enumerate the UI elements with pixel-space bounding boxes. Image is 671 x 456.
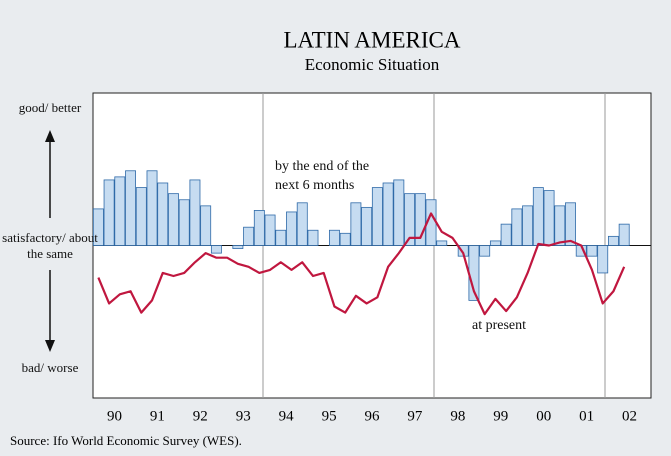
bar [500, 223, 512, 246]
bar [393, 179, 405, 246]
bar [607, 235, 619, 246]
line [97, 212, 626, 316]
source: Source: Ifo World Economic Survey (WES). [10, 433, 242, 448]
x-tick-label: 00 [536, 408, 551, 424]
bar [543, 190, 555, 246]
bar [597, 245, 609, 274]
bar [307, 229, 319, 246]
x-tick-label: 90 [107, 408, 122, 424]
bar [479, 245, 491, 257]
down-arrow [45, 270, 55, 352]
bar [125, 170, 137, 246]
bar [189, 179, 201, 246]
bar [286, 211, 297, 246]
bar [489, 240, 501, 246]
annotation: by the end of the next 6 months [275, 159, 370, 193]
bar [382, 182, 394, 246]
bar [264, 214, 276, 246]
x-tick-label: 96 [365, 408, 381, 424]
x-tick-label: 01 [579, 408, 594, 424]
y-tick-label: satisfactory/ about the same [2, 229, 98, 261]
bar [350, 202, 362, 246]
bar [361, 206, 373, 246]
bar [178, 199, 190, 246]
bar [92, 208, 104, 246]
y-tick-label: bad/ worse [21, 359, 79, 375]
bar [253, 210, 265, 246]
chart-subtitle: Economic Situation [305, 55, 440, 74]
chart-title: LATIN AMERICA [284, 27, 461, 52]
bar [275, 229, 287, 246]
x-tick-label: 91 [150, 408, 165, 424]
bar [135, 187, 147, 246]
x-tick-label: 98 [450, 408, 465, 424]
bar [522, 205, 534, 246]
x-tick-label: 99 [493, 408, 508, 424]
up-arrow [45, 130, 55, 218]
bar [436, 240, 448, 246]
bar [339, 232, 351, 246]
bar [200, 205, 212, 246]
bar [586, 245, 598, 257]
bar [414, 193, 426, 246]
x-tick-label: 97 [407, 408, 423, 424]
bar [168, 193, 179, 246]
bar [554, 205, 566, 246]
bar [210, 245, 222, 254]
bar [146, 170, 158, 246]
y-tick-label: good/ better [18, 100, 82, 116]
bar [511, 208, 523, 246]
x-tick-label: 02 [622, 408, 637, 424]
bar [103, 179, 115, 246]
bar [532, 187, 544, 246]
bar [157, 182, 169, 246]
bar [565, 202, 576, 246]
bar [114, 176, 126, 246]
x-tick-label: 92 [193, 408, 208, 424]
annotation: at present [472, 318, 527, 333]
bar [243, 226, 255, 246]
bar [371, 187, 383, 246]
bar [232, 245, 244, 249]
bar [404, 193, 416, 246]
bar [296, 202, 308, 246]
x-tick-label: 93 [236, 408, 251, 424]
x-tick-label: 94 [279, 408, 295, 424]
x-tick-label: 95 [322, 408, 337, 424]
bar [618, 223, 630, 246]
bar [328, 229, 340, 246]
